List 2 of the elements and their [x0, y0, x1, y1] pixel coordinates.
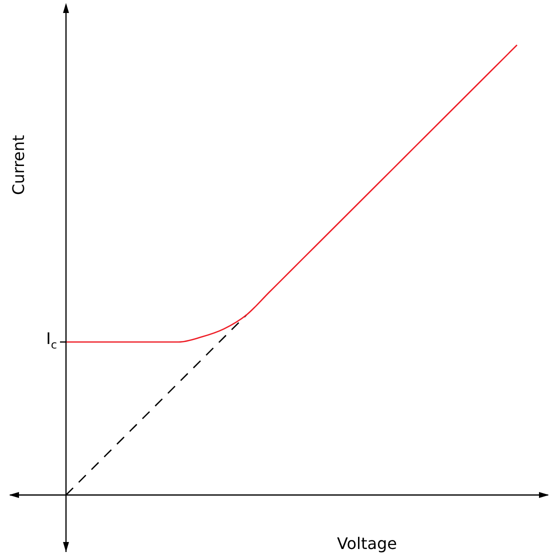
y-axis-title: Current [9, 134, 28, 196]
x-axis-title: Voltage [336, 534, 398, 554]
